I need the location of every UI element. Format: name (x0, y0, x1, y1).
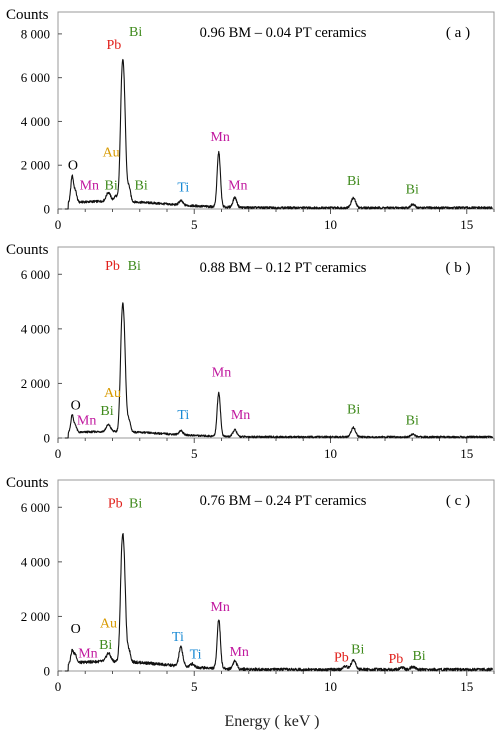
y-tick-label: 0 (44, 664, 51, 679)
panel-title: 0.96 BM – 0.04 PT ceramics (200, 25, 367, 41)
panel-label: ( c ) (446, 493, 470, 509)
panel-title: 0.88 BM – 0.12 PT ceramics (200, 260, 367, 276)
element-label-ti: Ti (190, 648, 202, 663)
y-tick-label: 6 000 (21, 70, 50, 85)
element-label-bi: Bi (99, 638, 112, 653)
element-label-pb: Pb (105, 259, 120, 274)
x-tick-label: 10 (324, 217, 337, 232)
element-label-bi: Bi (129, 25, 142, 40)
element-label-bi: Bi (406, 413, 419, 428)
y-tick-label: 0 (44, 431, 51, 446)
y-tick-label: 6 000 (21, 267, 50, 282)
x-axis-label: Energy ( keV ) (225, 713, 320, 730)
x-tick-label: 10 (324, 446, 337, 461)
element-label-mn: Mn (231, 408, 250, 423)
element-label-o: O (68, 159, 78, 174)
plot-frame (57, 11, 495, 210)
spectrum-line (64, 302, 494, 439)
panel-label: ( b ) (446, 260, 471, 276)
element-label-bi: Bi (347, 402, 360, 417)
y-tick-label: 8 000 (21, 26, 50, 41)
element-label-ti: Ti (172, 630, 184, 645)
x-tick-label: 0 (55, 446, 62, 461)
element-label-ti: Ti (177, 408, 189, 423)
element-label-bi: Bi (129, 496, 142, 511)
element-label-o: O (71, 398, 81, 413)
element-label-mn: Mn (80, 178, 99, 193)
x-tick-label: 5 (191, 446, 198, 461)
y-tick-label: 2 000 (21, 609, 50, 624)
element-label-au: Au (100, 616, 117, 631)
element-label-mn: Mn (78, 646, 97, 661)
element-label-bi: Bi (100, 404, 113, 419)
spectrum-line (64, 58, 493, 210)
element-label-au: Au (103, 145, 120, 160)
spectrum-line (64, 533, 494, 672)
element-label-mn: Mn (228, 178, 247, 193)
element-label-bi: Bi (134, 178, 147, 193)
x-tick-label: 0 (55, 679, 62, 694)
y-tick-label: 2 000 (21, 376, 50, 391)
element-label-bi: Bi (128, 259, 141, 274)
spectrum-panel-b: 0 2 000 4 000 6 000 0 5 10 15 Counts 0.88 BM – 0.… (6, 242, 495, 461)
x-tick-label: 15 (460, 446, 473, 461)
y-axis-label: Counts (6, 475, 49, 491)
x-tick-label: 15 (460, 217, 473, 232)
y-tick-label: 4 000 (21, 554, 50, 569)
element-label-au: Au (104, 386, 121, 401)
y-tick-label: 6 000 (21, 500, 50, 515)
y-tick-label: 0 (44, 202, 51, 217)
x-tick-label: 15 (460, 679, 473, 694)
y-axis-label: Counts (6, 242, 49, 258)
element-label-pb: Pb (106, 38, 121, 53)
x-tick-label: 10 (324, 679, 337, 694)
x-tick-label: 5 (191, 679, 198, 694)
element-label-mn: Mn (212, 366, 231, 381)
y-tick-label: 2 000 (21, 158, 50, 173)
element-label-pb: Pb (108, 496, 123, 511)
element-label-mn: Mn (210, 600, 229, 615)
x-tick-label: 0 (55, 217, 62, 232)
element-label-pb: Pb (334, 650, 349, 665)
element-label-bi: Bi (105, 178, 118, 193)
element-label-bi: Bi (406, 183, 419, 198)
spectrum-panel-c: 0 2 000 4 000 6 000 0 5 10 15 Counts 0.76 BM – 0.… (6, 475, 495, 694)
y-tick-label: 4 000 (21, 321, 50, 336)
element-label-o: O (71, 622, 81, 637)
element-label-bi: Bi (412, 649, 425, 664)
y-axis-label: Counts (6, 7, 49, 23)
element-label-mn: Mn (210, 130, 229, 145)
element-label-mn: Mn (229, 645, 248, 660)
panel-title: 0.76 BM – 0.24 PT ceramics (200, 493, 367, 509)
element-label-ti: Ti (177, 180, 189, 195)
element-label-pb: Pb (389, 652, 404, 667)
x-tick-label: 5 (191, 217, 198, 232)
y-tick-label: 4 000 (21, 114, 50, 129)
element-label-mn: Mn (77, 413, 96, 428)
element-label-bi: Bi (351, 642, 364, 657)
element-label-bi: Bi (347, 174, 360, 189)
panel-label: ( a ) (446, 25, 470, 41)
spectrum-panel-a: 0 2 000 4 000 6 000 8 000 0 5 10 15 Counts 0.96 BM… (6, 7, 495, 232)
